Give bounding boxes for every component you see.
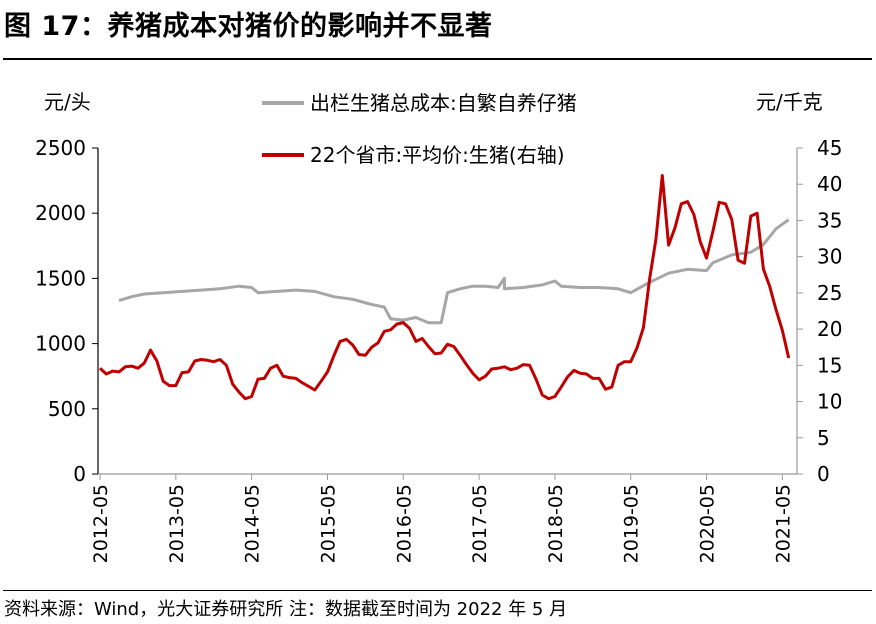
left-tick-label: 0 bbox=[73, 462, 86, 486]
right-tick-label: 5 bbox=[817, 426, 830, 450]
left-tick-label: 2000 bbox=[35, 201, 86, 225]
legend-label-cost: 出栏生猪总成本:自繁自养仔猪 bbox=[310, 91, 577, 115]
x-tick-label: 2017-05 bbox=[469, 484, 491, 563]
bottom-rule bbox=[3, 590, 872, 591]
series-line-cost bbox=[118, 218, 790, 325]
right-axis-ticks: 0 5 10 15 20 25 30 35 40 45 bbox=[797, 136, 842, 486]
x-tick-label: 2020-05 bbox=[697, 484, 719, 563]
series-line-price bbox=[98, 174, 791, 401]
left-tick-label: 500 bbox=[48, 397, 86, 421]
chart-axes bbox=[97, 148, 798, 475]
x-axis-ticks: 2012-05 2013-05 2014-05 2015-05 2016-05 2017-… bbox=[90, 474, 794, 563]
left-tick-label: 1000 bbox=[35, 332, 86, 356]
right-tick-label: 10 bbox=[817, 390, 842, 414]
x-tick-label: 2019-05 bbox=[621, 484, 643, 563]
x-tick-label: 2021-05 bbox=[772, 484, 794, 563]
x-tick-label: 2013-05 bbox=[166, 484, 188, 563]
x-tick-label: 2016-05 bbox=[393, 484, 415, 563]
right-tick-label: 45 bbox=[817, 136, 842, 160]
right-unit-label: 元/千克 bbox=[756, 90, 823, 114]
x-tick-label: 2015-05 bbox=[317, 484, 339, 563]
source-note: 资料来源：Wind，光大证券研究所 注：数据截至时间为 2022 年 5 月 bbox=[4, 599, 568, 620]
left-axis-ticks: 0 500 1000 1500 2000 2500 bbox=[35, 136, 98, 486]
right-tick-label: 40 bbox=[817, 172, 842, 196]
right-tick-label: 25 bbox=[817, 281, 842, 305]
x-tick-label: 2014-05 bbox=[242, 484, 264, 563]
right-tick-label: 30 bbox=[817, 245, 842, 269]
right-tick-label: 20 bbox=[817, 317, 842, 341]
figure-title: 图 17：养猪成本对猪价的影响并不显著 bbox=[4, 11, 493, 42]
right-tick-label: 0 bbox=[817, 462, 830, 486]
title-rule bbox=[3, 58, 872, 60]
legend-label-price: 22个省市:平均价:生猪(右轴) bbox=[310, 143, 565, 167]
left-unit-label: 元/头 bbox=[44, 90, 91, 114]
right-tick-label: 35 bbox=[817, 208, 842, 232]
left-tick-label: 2500 bbox=[35, 136, 86, 160]
right-tick-label: 15 bbox=[817, 353, 842, 377]
legend: 出栏生猪总成本:自繁自养仔猪 22个省市:平均价:生猪(右轴) bbox=[262, 91, 577, 167]
x-tick-label: 2012-05 bbox=[90, 484, 112, 563]
x-tick-label: 2018-05 bbox=[545, 484, 567, 563]
left-tick-label: 1500 bbox=[35, 266, 86, 290]
